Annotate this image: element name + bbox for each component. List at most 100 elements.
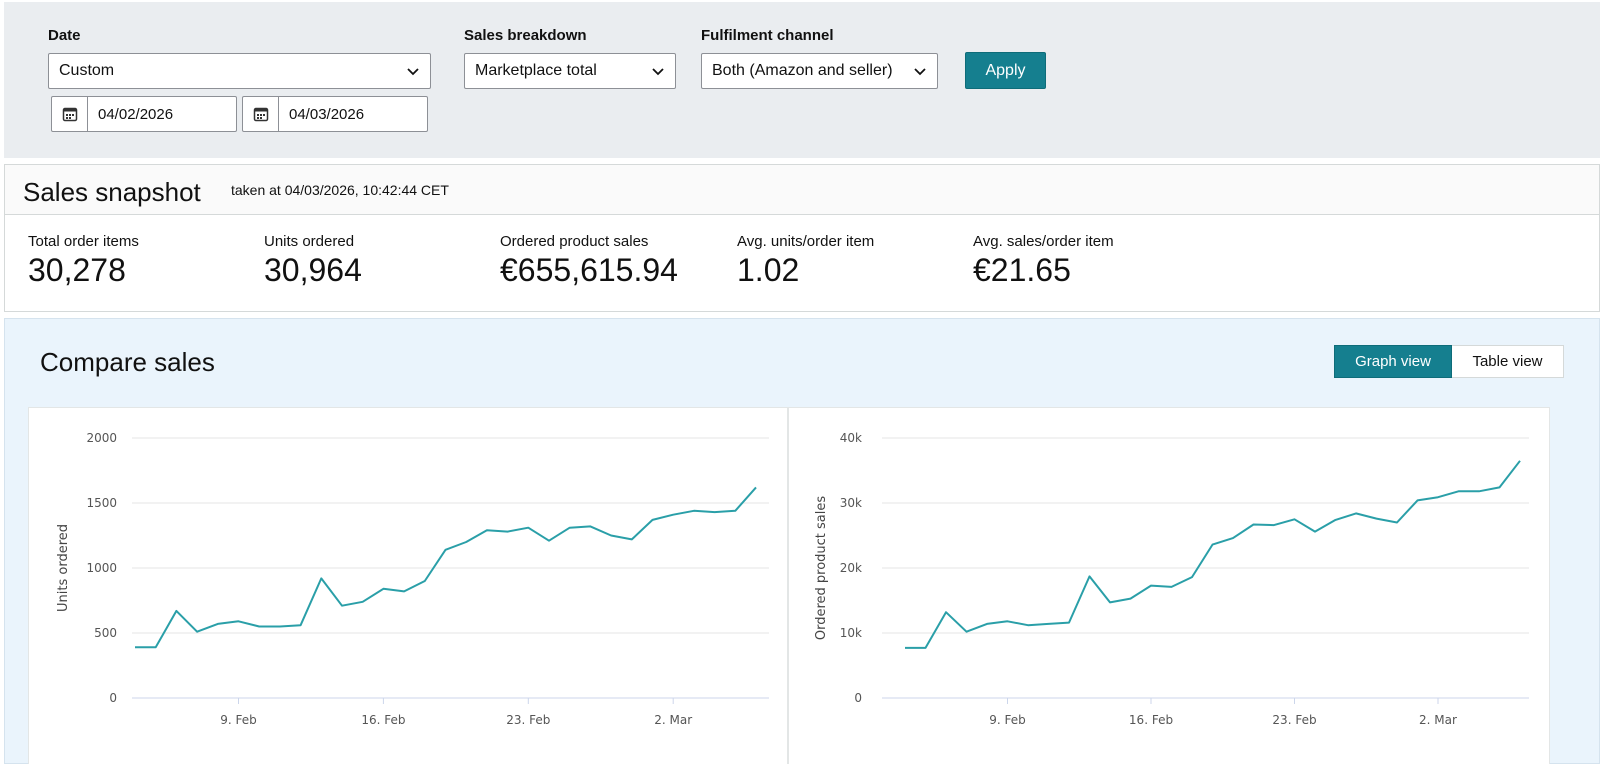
data-point[interactable]	[753, 484, 759, 490]
graph-view-button[interactable]: Graph view	[1334, 345, 1452, 378]
data-point[interactable]	[443, 547, 449, 553]
data-point[interactable]	[484, 527, 490, 533]
data-point[interactable]	[463, 539, 469, 545]
data-point[interactable]	[984, 621, 990, 627]
date-to-value: 04/03/2026	[289, 105, 365, 123]
date-range-value: Custom	[59, 62, 115, 79]
data-point[interactable]	[173, 608, 179, 614]
series-line[interactable]	[135, 486, 757, 649]
snapshot-title: Sales snapshot	[23, 177, 201, 207]
data-point[interactable]	[1333, 517, 1339, 523]
data-point[interactable]	[1005, 618, 1011, 624]
data-point[interactable]	[1312, 529, 1318, 535]
series-line[interactable]	[905, 460, 1521, 649]
data-point[interactable]	[215, 621, 221, 627]
data-point[interactable]	[650, 517, 656, 523]
product-sales-chart-svg: 0 10k 20k 30k 40k 9. Feb 16. Feb 23. Feb 2. Mar O…	[814, 431, 1529, 727]
data-point[interactable]	[608, 533, 614, 539]
data-point[interactable]	[318, 575, 324, 581]
data-point[interactable]	[1476, 488, 1482, 494]
data-point[interactable]	[360, 599, 366, 605]
data-point[interactable]	[401, 588, 407, 594]
data-point[interactable]	[1210, 542, 1216, 548]
data-point[interactable]	[194, 629, 200, 635]
data-point[interactable]	[943, 609, 949, 615]
metric-ordered-product-sales: Ordered product sales €655,615.94	[500, 233, 678, 289]
data-point[interactable]	[691, 508, 697, 514]
data-point[interactable]	[153, 644, 159, 650]
data-point[interactable]	[587, 523, 593, 529]
data-point[interactable]	[1046, 621, 1052, 627]
data-point[interactable]	[1169, 584, 1175, 590]
data-point[interactable]	[380, 586, 386, 592]
data-point[interactable]	[525, 525, 531, 531]
data-point[interactable]	[1435, 494, 1441, 500]
calendar-icon[interactable]	[52, 97, 88, 131]
data-point[interactable]	[546, 538, 552, 544]
y-tick-label: 1500	[86, 496, 117, 510]
metric-value: €21.65	[973, 252, 1071, 288]
data-point[interactable]	[1230, 535, 1236, 541]
calendar-icon[interactable]	[243, 97, 279, 131]
breakdown-value: Marketplace total	[475, 62, 597, 79]
data-point[interactable]	[1189, 574, 1195, 580]
metric-value: 30,964	[264, 252, 362, 288]
data-point[interactable]	[1128, 596, 1134, 602]
data-point[interactable]	[1271, 522, 1277, 528]
y-tick-label: 30k	[840, 496, 862, 510]
x-tick-label: 23. Feb	[1272, 713, 1316, 727]
x-tick-label: 2. Mar	[654, 713, 692, 727]
data-point[interactable]	[1497, 484, 1503, 490]
data-point[interactable]	[670, 512, 676, 518]
table-view-button[interactable]: Table view	[1452, 345, 1564, 378]
metric-units-ordered: Units ordered 30,964	[264, 233, 362, 289]
data-point[interactable]	[923, 645, 929, 651]
data-point[interactable]	[1087, 573, 1093, 579]
data-point[interactable]	[236, 618, 242, 624]
snapshot-header: Sales snapshot taken at 04/03/2026, 10:4…	[5, 165, 1599, 215]
data-point[interactable]	[1374, 516, 1380, 522]
y-tick-label: 20k	[840, 561, 862, 575]
channel-select[interactable]: Both (Amazon and seller)	[701, 53, 938, 89]
data-point[interactable]	[1353, 510, 1359, 516]
data-point[interactable]	[505, 529, 511, 535]
date-range-select[interactable]: Custom	[48, 53, 431, 89]
data-point[interactable]	[1517, 458, 1523, 464]
metric-label: Total order items	[28, 233, 139, 250]
data-point[interactable]	[1394, 520, 1400, 526]
y-axis-title: Units ordered	[56, 524, 71, 612]
chevron-down-icon	[407, 68, 419, 76]
date-from-field[interactable]: 04/02/2026	[51, 96, 237, 132]
data-point[interactable]	[629, 536, 635, 542]
data-point[interactable]	[964, 629, 970, 635]
data-point[interactable]	[1251, 521, 1257, 527]
data-point[interactable]	[1107, 599, 1113, 605]
data-point[interactable]	[277, 624, 283, 630]
y-tick-label: 2000	[86, 431, 117, 445]
breakdown-select[interactable]: Marketplace total	[464, 53, 676, 89]
data-point[interactable]	[298, 622, 304, 628]
chevron-down-icon	[914, 68, 926, 76]
y-tick-label: 1000	[86, 561, 117, 575]
channel-label: Fulfilment channel	[701, 27, 834, 44]
data-point[interactable]	[1292, 516, 1298, 522]
metric-avg-units: Avg. units/order item 1.02	[737, 233, 874, 289]
apply-button[interactable]: Apply	[965, 52, 1046, 89]
data-point[interactable]	[902, 645, 908, 651]
data-point[interactable]	[1066, 620, 1072, 626]
date-to-field[interactable]: 04/03/2026	[242, 96, 428, 132]
data-point[interactable]	[712, 509, 718, 515]
data-point[interactable]	[1025, 622, 1031, 628]
data-point[interactable]	[1415, 497, 1421, 503]
data-point[interactable]	[339, 603, 345, 609]
data-point[interactable]	[422, 578, 428, 584]
data-point[interactable]	[256, 624, 262, 630]
data-point[interactable]	[1148, 583, 1154, 589]
data-point[interactable]	[732, 508, 738, 514]
compare-sales-panel: Compare sales Graph view Table view 0 500…	[4, 318, 1600, 764]
filter-bar: Date Custom 04/02/2026 04/03/2026 Sales …	[4, 2, 1600, 158]
data-point[interactable]	[132, 644, 138, 650]
metric-avg-sales: Avg. sales/order item €21.65	[973, 233, 1114, 289]
data-point[interactable]	[567, 525, 573, 531]
data-point[interactable]	[1456, 488, 1462, 494]
